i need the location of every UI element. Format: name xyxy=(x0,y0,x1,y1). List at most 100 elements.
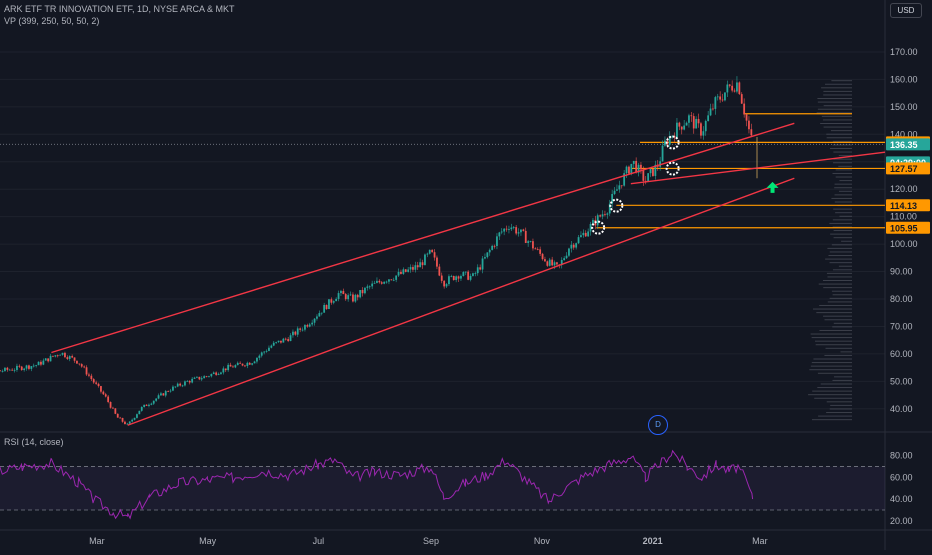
volume-profile-bar xyxy=(821,87,852,89)
candle-down xyxy=(416,265,419,268)
price-tick-label: 70.00 xyxy=(890,321,913,331)
candle-down xyxy=(721,99,724,101)
volume-profile-bar xyxy=(832,140,852,142)
candle-up xyxy=(668,136,671,145)
candle-up xyxy=(577,237,580,244)
volume-profile-bar xyxy=(819,329,852,331)
candle-up xyxy=(736,82,738,92)
candle-up xyxy=(623,173,626,186)
rsi-tick-label: 40.00 xyxy=(890,494,913,504)
upper-trend-line-extension xyxy=(630,151,886,185)
candle-down xyxy=(505,228,508,230)
candle-up xyxy=(328,299,330,309)
candle-up xyxy=(373,282,376,284)
candle-up xyxy=(186,380,189,382)
candle-down xyxy=(109,402,112,408)
markers xyxy=(591,135,680,235)
candle-up xyxy=(191,378,194,383)
candle-up xyxy=(347,295,350,300)
candle-up xyxy=(160,393,162,396)
candle-up xyxy=(498,232,501,237)
price-label-tag: 136.35 xyxy=(886,138,930,151)
candle-down xyxy=(572,244,575,248)
volume-profile-bar xyxy=(829,408,852,410)
candle-up xyxy=(140,406,143,411)
candle-up xyxy=(464,271,467,273)
candle-down xyxy=(692,116,695,129)
candle-down xyxy=(380,282,383,284)
candle-down xyxy=(522,229,525,231)
currency-button[interactable]: USD xyxy=(890,3,922,18)
candle-up xyxy=(311,322,314,325)
candle-down xyxy=(80,364,83,367)
price-axis: 170.00160.00150.00140.00130.00120.00110.… xyxy=(886,47,930,414)
candle-down xyxy=(748,120,750,130)
candle-up xyxy=(32,365,35,367)
candle-up xyxy=(491,245,494,250)
candle-up xyxy=(606,213,609,215)
candle-up xyxy=(251,363,254,365)
volume-profile-bar xyxy=(813,308,852,310)
time-tick-label: Jul xyxy=(313,536,325,546)
candle-down xyxy=(740,94,743,104)
candle-up xyxy=(174,386,177,388)
candle-up xyxy=(359,289,362,298)
candle-up xyxy=(304,325,306,330)
candle-down xyxy=(299,328,302,330)
rsi-legend[interactable]: RSI (14, close) xyxy=(4,437,64,447)
volume-profile-bar xyxy=(827,247,852,249)
candle-up xyxy=(664,140,666,146)
volume-profile-bar xyxy=(834,187,852,189)
candle-up xyxy=(277,340,280,343)
candle-down xyxy=(71,356,74,358)
volume-profile-bar xyxy=(827,276,852,278)
vp-legend[interactable]: VP (399, 250, 50, 50, 2) xyxy=(4,16,100,26)
rsi-tick-label: 20.00 xyxy=(890,516,913,526)
candle-down xyxy=(546,261,549,266)
candle-up xyxy=(332,301,335,303)
volume-profile-bar xyxy=(826,272,852,274)
dividend-event-badge[interactable]: D xyxy=(648,415,668,435)
volume-profile-bar xyxy=(833,230,852,232)
pivot-marker-ring xyxy=(591,220,606,235)
candle-down xyxy=(728,84,731,86)
candle-up xyxy=(486,252,489,258)
candle-up xyxy=(200,378,203,380)
candle-up xyxy=(402,269,405,274)
candle-down xyxy=(541,253,544,260)
candle-up xyxy=(35,365,38,366)
candle-down xyxy=(700,123,702,136)
volume-profile-bar xyxy=(833,208,852,210)
candle-up xyxy=(222,368,225,373)
time-tick-label: 2021 xyxy=(643,536,663,546)
volume-profile-bar xyxy=(832,294,852,296)
candle-up xyxy=(560,260,563,265)
volume-profile-bar xyxy=(826,133,852,135)
candle-down xyxy=(116,413,119,418)
volume-profile-bar xyxy=(825,83,852,85)
volume-profile-bar xyxy=(835,169,852,171)
candle-down xyxy=(479,267,482,270)
candle-down xyxy=(438,266,441,276)
candle-down xyxy=(330,299,333,303)
volume-profile-bar xyxy=(823,94,852,96)
price-label-text: 136.35 xyxy=(890,140,918,150)
price-tick-label: 90.00 xyxy=(890,267,913,277)
candle-down xyxy=(100,386,102,392)
volume-profile-bar xyxy=(831,290,852,292)
candle-up xyxy=(397,271,400,276)
volume-profile-bar xyxy=(829,222,852,224)
volume-profile-bar xyxy=(823,315,852,317)
candle-up xyxy=(354,294,357,302)
price-label-text: 114.13 xyxy=(890,201,917,211)
volume-profile-bar xyxy=(826,412,852,414)
price-label-bg xyxy=(886,162,930,175)
volume-profile xyxy=(808,80,852,421)
candle-up xyxy=(54,355,57,357)
volume-profile-bar xyxy=(833,162,852,164)
candle-up xyxy=(296,328,299,335)
candle-down xyxy=(750,129,753,136)
candle-up xyxy=(155,398,158,401)
